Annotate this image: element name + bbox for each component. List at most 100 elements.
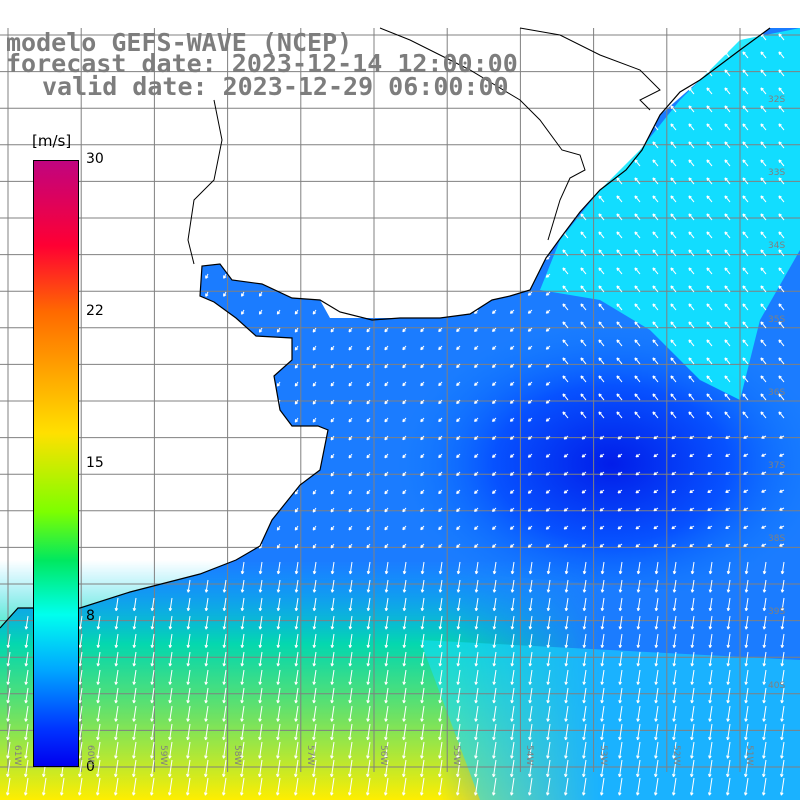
- wind-arrow: [762, 579, 767, 593]
- wind-arrow: [348, 651, 353, 667]
- wind-arrow: [510, 651, 515, 667]
- wind-arrow: [366, 363, 371, 369]
- wind-arrow: [653, 777, 659, 796]
- wind-arrow: [132, 669, 137, 685]
- wind-arrow: [545, 291, 551, 296]
- wind-arrow: [778, 249, 785, 257]
- wind-arrow: [150, 741, 155, 759]
- wind-arrow: [311, 777, 317, 796]
- wind-arrow: [456, 543, 461, 549]
- wind-arrow: [690, 759, 695, 778]
- wind-arrow: [598, 339, 605, 347]
- wind-arrow: [600, 669, 605, 685]
- wind-arrow: [599, 453, 605, 458]
- latitude-label: 34S: [768, 241, 786, 252]
- wind-arrow: [294, 417, 299, 423]
- wind-arrow: [708, 633, 713, 648]
- wind-arrow: [634, 375, 641, 383]
- wind-arrow: [616, 339, 623, 347]
- wind-arrow: [330, 345, 335, 351]
- wind-arrow: [545, 543, 551, 548]
- wind-arrow: [742, 267, 749, 275]
- wind-arrow: [744, 633, 749, 648]
- wind-arrow: [474, 363, 479, 369]
- wind-arrow: [724, 393, 731, 401]
- wind-arrow: [114, 741, 119, 759]
- wind-arrow: [760, 105, 767, 113]
- wind-arrow: [672, 597, 677, 612]
- wind-arrow: [312, 759, 317, 778]
- wind-arrow: [564, 669, 569, 685]
- wind-arrow: [402, 579, 407, 593]
- wind-arrow: [780, 687, 785, 704]
- wind-arrow: [706, 375, 713, 383]
- wind-arrow: [150, 759, 155, 778]
- wind-arrow: [6, 741, 11, 759]
- wind-arrow: [708, 579, 713, 593]
- wind-arrow: [240, 759, 245, 778]
- wind-arrow: [778, 321, 785, 329]
- wind-arrow: [384, 453, 389, 459]
- wind-arrow: [582, 651, 587, 667]
- wind-arrow: [420, 381, 425, 387]
- wind-arrow: [779, 453, 785, 457]
- wind-arrow: [634, 393, 641, 401]
- wind-arrow: [24, 723, 29, 741]
- wind-arrow: [545, 525, 551, 530]
- wind-arrow: [438, 327, 443, 333]
- wind-arrow: [168, 723, 173, 741]
- wind-arrow: [330, 705, 335, 722]
- wind-arrow: [438, 561, 443, 575]
- wind-arrow: [312, 705, 317, 722]
- wind-arrow: [204, 651, 209, 667]
- wind-arrow: [509, 381, 515, 386]
- wind-arrow: [725, 525, 731, 529]
- wind-arrow: [168, 651, 173, 667]
- wind-arrow: [456, 561, 461, 575]
- wind-arrow: [527, 327, 533, 332]
- wind-arrow: [527, 489, 533, 494]
- wind-arrow: [492, 723, 497, 741]
- wind-arrow: [438, 633, 443, 648]
- wind-arrow: [528, 561, 533, 575]
- wind-arrow: [241, 291, 245, 297]
- wind-arrow: [6, 759, 11, 778]
- wind-arrow: [223, 273, 227, 279]
- wind-arrow: [78, 651, 83, 667]
- wind-arrow: [294, 705, 299, 722]
- wind-arrow: [366, 417, 371, 423]
- wind-arrow: [527, 363, 533, 368]
- wind-arrow: [635, 471, 641, 476]
- wind-arrow: [616, 303, 623, 311]
- wind-arrow: [598, 231, 605, 239]
- wind-arrow: [312, 561, 317, 575]
- wind-arrow: [688, 213, 695, 221]
- wind-arrow: [652, 213, 659, 221]
- wind-arrow: [635, 777, 641, 796]
- wind-arrow: [420, 453, 425, 459]
- wind-arrow: [474, 705, 479, 722]
- wind-arrow: [438, 381, 443, 387]
- wind-arrow: [618, 651, 623, 667]
- wind-arrow: [276, 741, 281, 759]
- wind-arrow: [132, 687, 137, 704]
- wind-arrow: [474, 597, 479, 612]
- wind-arrow: [562, 339, 569, 347]
- wind-arrow: [598, 303, 605, 311]
- wind-arrow: [420, 399, 425, 405]
- wind-arrow: [527, 309, 533, 314]
- wind-arrow: [562, 411, 569, 419]
- wind-arrow: [419, 777, 425, 796]
- wind-arrow: [690, 651, 695, 667]
- wind-arrow: [634, 303, 641, 311]
- wind-arrow: [384, 669, 389, 685]
- wind-arrow: [744, 705, 749, 722]
- wind-arrow: [563, 525, 569, 530]
- wind-arrow: [402, 417, 407, 423]
- wind-arrow: [474, 741, 479, 759]
- wind-arrow: [456, 705, 461, 722]
- wind-arrow: [528, 687, 533, 704]
- wind-arrow: [6, 669, 11, 685]
- wind-arrow: [760, 285, 767, 293]
- wind-arrow: [491, 327, 497, 332]
